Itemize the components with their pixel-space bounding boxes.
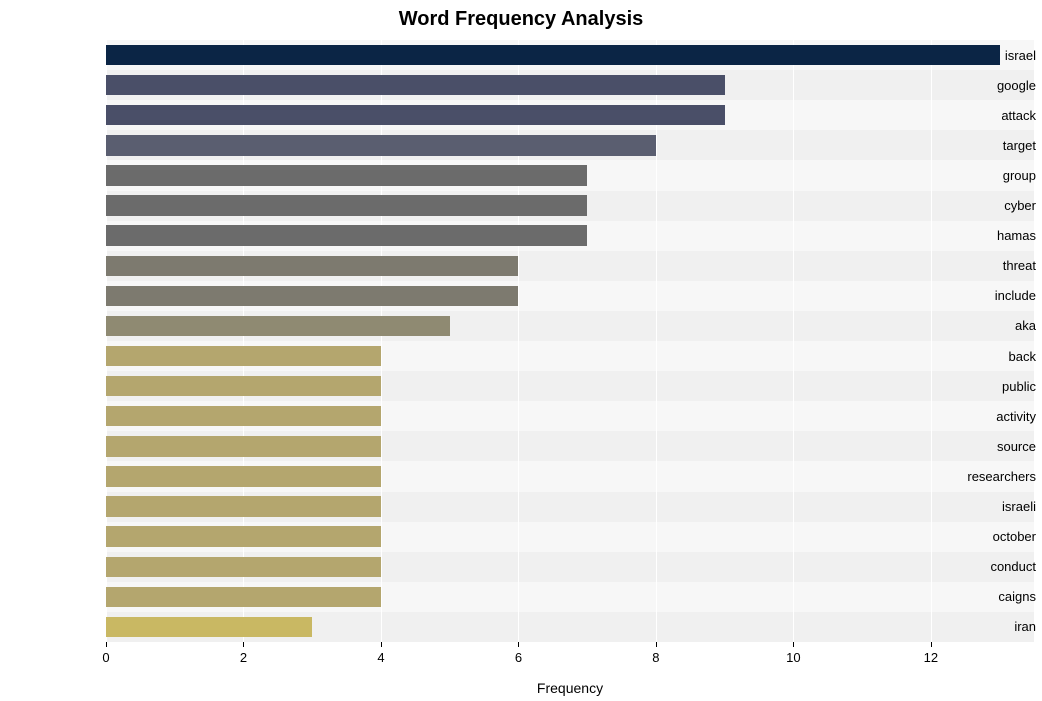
x-tick-mark <box>243 642 244 647</box>
y-tick-label: back <box>938 349 1036 364</box>
chart-title: Word Frequency Analysis <box>0 8 1042 31</box>
bar-aka <box>106 316 450 336</box>
bar-group <box>106 165 587 185</box>
chart-container: Word Frequency Analysis israel google atta… <box>0 0 1042 701</box>
y-tick-label: israel <box>938 48 1036 63</box>
bar-activity <box>106 406 381 426</box>
bar-hamas <box>106 225 587 245</box>
bar-israel <box>106 45 1000 65</box>
y-tick-label: google <box>938 78 1036 93</box>
x-tick-mark <box>381 642 382 647</box>
x-tick-label: 10 <box>786 650 800 665</box>
bar-back <box>106 346 381 366</box>
y-tick-label: october <box>938 529 1036 544</box>
bar-google <box>106 75 725 95</box>
plot-area <box>106 40 1034 642</box>
grid-line <box>106 40 107 642</box>
y-tick-label: aka <box>938 318 1036 333</box>
bar-include <box>106 286 518 306</box>
bar-public <box>106 376 381 396</box>
x-tick-mark <box>793 642 794 647</box>
x-tick-label: 8 <box>652 650 659 665</box>
grid-line <box>381 40 382 642</box>
bar-attack <box>106 105 725 125</box>
grid-line <box>931 40 932 642</box>
x-tick-label: 6 <box>515 650 522 665</box>
y-tick-label: include <box>938 288 1036 303</box>
bar-source <box>106 436 381 456</box>
y-tick-label: source <box>938 439 1036 454</box>
y-tick-label: cyber <box>938 198 1036 213</box>
x-tick-mark <box>931 642 932 647</box>
x-tick-label: 2 <box>240 650 247 665</box>
y-tick-label: group <box>938 168 1036 183</box>
x-tick-mark <box>518 642 519 647</box>
y-tick-label: iran <box>938 619 1036 634</box>
grid-line <box>793 40 794 642</box>
x-tick-label: 12 <box>924 650 938 665</box>
y-tick-label: attack <box>938 108 1036 123</box>
y-tick-label: threat <box>938 258 1036 273</box>
y-tick-label: israeli <box>938 499 1036 514</box>
grid-line <box>243 40 244 642</box>
bar-conduct <box>106 557 381 577</box>
y-tick-label: activity <box>938 409 1036 424</box>
x-tick-mark <box>106 642 107 647</box>
bar-researchers <box>106 466 381 486</box>
x-axis-title: Frequency <box>106 680 1034 696</box>
bar-israeli <box>106 496 381 516</box>
y-tick-label: conduct <box>938 559 1036 574</box>
bar-october <box>106 526 381 546</box>
grid-line <box>518 40 519 642</box>
bar-threat <box>106 256 518 276</box>
x-tick-mark <box>656 642 657 647</box>
y-tick-label: researchers <box>938 469 1036 484</box>
x-tick-label: 0 <box>102 650 109 665</box>
bar-cyber <box>106 195 587 215</box>
bar-iran <box>106 617 312 637</box>
grid-line <box>656 40 657 642</box>
y-tick-label: hamas <box>938 228 1036 243</box>
bar-caigns <box>106 587 381 607</box>
x-tick-label: 4 <box>377 650 384 665</box>
y-tick-label: caigns <box>938 589 1036 604</box>
y-tick-label: public <box>938 379 1036 394</box>
bar-target <box>106 135 656 155</box>
y-tick-label: target <box>938 138 1036 153</box>
